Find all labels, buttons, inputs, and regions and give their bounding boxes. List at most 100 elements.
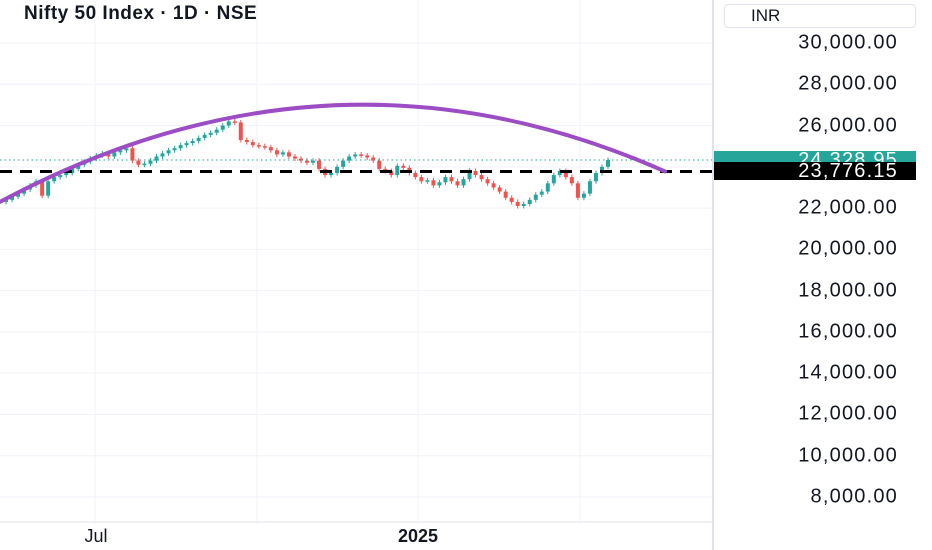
candle-body (371, 157, 376, 161)
candle-body (347, 156, 352, 161)
candle-body (557, 170, 562, 176)
candle-body (401, 165, 406, 168)
candle-body (551, 175, 556, 184)
candle-body (545, 183, 550, 192)
candlestick-series (4, 118, 610, 209)
price-tick-label: 26,000.00 (798, 114, 898, 137)
candle-body (106, 153, 111, 157)
candle-body (497, 187, 502, 192)
candle-body (599, 166, 604, 174)
candle-body (16, 193, 21, 197)
candle-body (395, 165, 400, 176)
candle-body (581, 193, 586, 198)
candle-body (238, 122, 243, 140)
candle-body (208, 132, 213, 135)
support-price-label: 23,776.15 (714, 161, 916, 181)
candle-body (244, 139, 249, 143)
candle-body (10, 196, 15, 200)
time-tick-label: 2025 (397, 526, 439, 546)
price-tick-label: 16,000.00 (798, 320, 898, 343)
candle-body (431, 180, 436, 186)
candle-body (437, 182, 442, 186)
candle-body (64, 173, 69, 176)
price-tick-label: 8,000.00 (810, 485, 898, 508)
price-tick-label: 28,000.00 (798, 72, 898, 95)
candle-body (461, 179, 466, 186)
candle-body (413, 173, 418, 178)
candle-body (563, 170, 568, 178)
candle-body (154, 156, 159, 161)
candle-body (515, 201, 520, 207)
candle-body (250, 142, 255, 146)
candle-body (383, 168, 388, 171)
candle-body (606, 160, 610, 167)
candle-body (587, 181, 592, 194)
candle-body (485, 179, 490, 184)
price-tick-label: 12,000.00 (798, 402, 898, 425)
candle-body (329, 173, 334, 176)
rounding-arc[interactable] (0, 102, 667, 204)
candle-body (419, 177, 424, 182)
candle-body (311, 160, 316, 163)
candle-body (184, 143, 189, 146)
candle-body (178, 145, 183, 149)
candle-body (262, 146, 267, 148)
candle-body (190, 141, 195, 144)
price-tick-label: 10,000.00 (798, 444, 898, 467)
candle-body (341, 160, 346, 167)
candle-body (443, 177, 448, 183)
candle-body (503, 191, 508, 198)
candle-body (166, 150, 171, 154)
price-tick-label: 14,000.00 (798, 361, 898, 384)
candle-body (449, 177, 454, 182)
candle-body (220, 125, 225, 130)
candle-body (40, 181, 45, 196)
candle-body (491, 183, 496, 188)
price-tick-label: 22,000.00 (798, 196, 898, 219)
candle-body (202, 134, 207, 138)
currency-button[interactable]: INR (724, 4, 916, 28)
candle-body (118, 150, 123, 153)
candle-body (274, 150, 279, 155)
candle-body (136, 160, 141, 165)
candle-body (292, 156, 297, 159)
candle-body (569, 177, 574, 184)
candle-body (455, 181, 460, 186)
candle-body (226, 121, 231, 126)
candle-body (112, 152, 117, 157)
price-tick-label: 18,000.00 (798, 279, 898, 302)
candle-body (256, 145, 261, 147)
price-tick-label: 30,000.00 (798, 31, 898, 54)
candle-body (575, 183, 580, 198)
candle-body (76, 164, 81, 169)
chart-title: Nifty 50 Index · 1D · NSE (24, 3, 258, 24)
time-tick-label: Jul (84, 526, 108, 546)
candle-body (305, 160, 309, 163)
candle-body (70, 168, 75, 174)
candle-body (124, 148, 129, 151)
candle-body (353, 154, 358, 157)
candle-body (172, 148, 177, 151)
candle-body (467, 170, 472, 180)
candle-body (214, 129, 219, 133)
candle-body (509, 197, 514, 202)
candle-body (335, 166, 340, 174)
candle-body (130, 148, 135, 161)
candle-body (148, 160, 153, 164)
candle-body (377, 160, 382, 169)
candle-body (52, 177, 57, 182)
candle-body (58, 175, 63, 178)
chart-overlays (0, 102, 712, 204)
candle-body (593, 173, 598, 182)
candle-body (359, 154, 364, 156)
candle-body (160, 153, 165, 157)
candle-body (280, 152, 285, 155)
chart-grid (0, 0, 712, 522)
candle-body (527, 199, 532, 204)
candle-body (286, 152, 291, 157)
candle-body (232, 121, 237, 123)
candle-body (365, 155, 370, 158)
candle-body (425, 180, 430, 182)
candle-body (298, 158, 303, 161)
